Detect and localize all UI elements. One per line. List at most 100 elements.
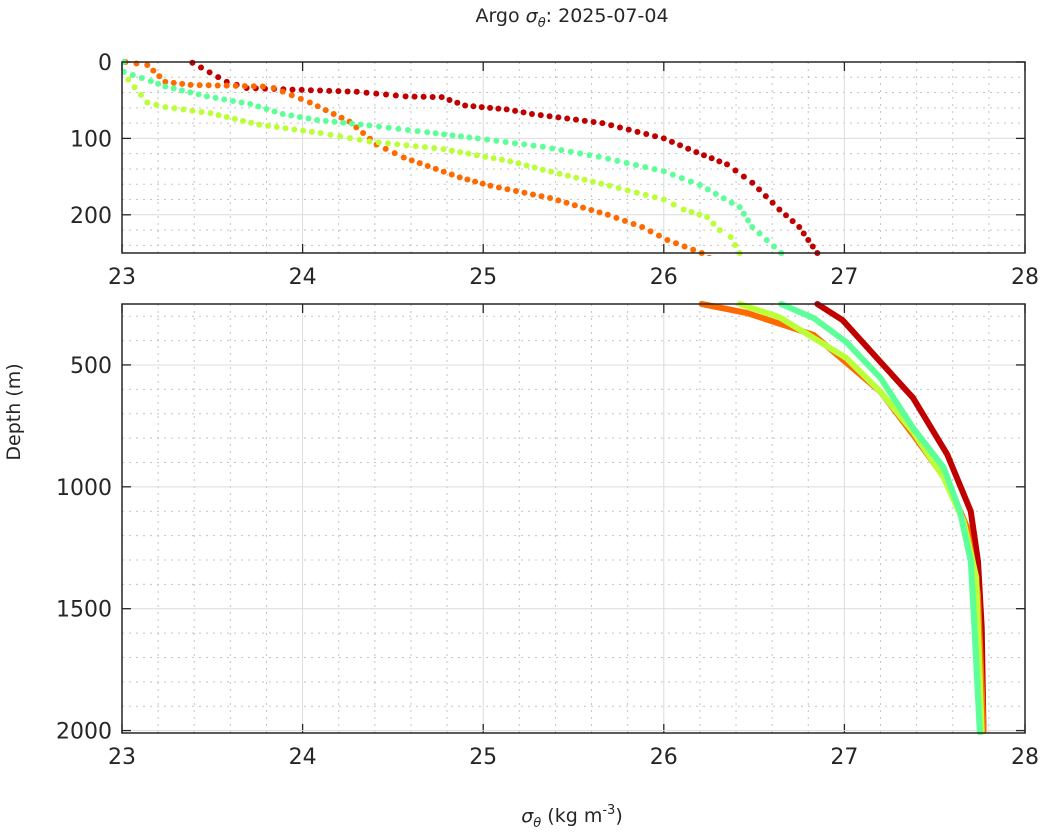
y-axis-label: Depth (m) — [3, 363, 25, 460]
profile-aquamarine-point — [441, 131, 448, 138]
profile-dark-red-point — [572, 116, 579, 123]
profile-aquamarine-point — [805, 287, 811, 293]
profile-dark-red-point — [762, 193, 769, 200]
profile-yellow-green-point — [308, 128, 315, 135]
series-group — [122, 59, 821, 293]
y-tick-label: 1500 — [56, 598, 112, 623]
profile-aquamarine-point — [712, 190, 719, 197]
profile-yellow-green-point — [732, 241, 739, 248]
profile-yellow-green-point — [743, 257, 749, 263]
profile-dark-red-point — [373, 90, 380, 97]
profile-yellow-green-point — [482, 153, 489, 160]
profile-aquamarine-point — [366, 122, 373, 129]
profile-orange-point — [672, 240, 679, 247]
profile-yellow-green-point — [375, 139, 382, 146]
x-tick-label: 24 — [289, 745, 317, 770]
profile-dark-red-point — [189, 59, 196, 66]
profile-yellow-green-point — [660, 196, 667, 203]
profile-orange-point — [714, 259, 720, 265]
x-tick-label: 28 — [1011, 745, 1039, 770]
profile-orange-point — [360, 130, 367, 137]
profile-orange-point — [297, 95, 304, 102]
profile-aquamarine-point — [770, 243, 777, 250]
profile-dark-red-point — [198, 64, 205, 71]
profile-aquamarine-point — [263, 105, 270, 112]
profile-orange-point — [400, 154, 407, 161]
profile-yellow-green-point — [670, 201, 677, 208]
profile-orange-point — [205, 82, 212, 89]
profile-aquamarine-point — [745, 217, 752, 224]
profile-orange-point — [512, 188, 519, 195]
profile-orange-point — [487, 182, 494, 189]
profile-yellow-green-point — [215, 112, 222, 119]
profile-aquamarine-point — [740, 210, 747, 217]
profile-aquamarine-point — [549, 145, 556, 152]
profile-aquamarine-point — [749, 224, 756, 231]
profile-dark-red-point — [420, 93, 427, 100]
profile-yellow-green-point — [256, 121, 263, 128]
profile-orange-point — [588, 206, 595, 213]
profile-aquamarine-point — [296, 114, 303, 121]
profile-orange-point — [288, 92, 295, 99]
profile-orange-point — [144, 62, 151, 69]
profile-yellow-green-point — [615, 185, 622, 192]
profile-orange-point — [555, 197, 562, 204]
profile-yellow-green-point — [548, 168, 555, 175]
profile-aquamarine-point — [314, 117, 321, 124]
profile-dark-red-point — [724, 161, 731, 168]
profile-dark-red-point — [769, 199, 776, 206]
profile-yellow-green-point — [531, 164, 538, 171]
profile-aquamarine-point — [577, 150, 584, 157]
profile-dark-red-point — [581, 117, 588, 124]
profile-orange-point — [432, 165, 439, 172]
series-group — [698, 301, 987, 735]
profile-dark-red-point — [454, 99, 461, 106]
profile-yellow-green-point — [231, 115, 238, 122]
profile-aquamarine-point — [288, 112, 295, 119]
profile-dark-red-point — [708, 155, 715, 162]
profile-orange-point — [690, 246, 697, 253]
profile-yellow-green-point — [421, 144, 428, 151]
profile-yellow-green-point — [507, 158, 514, 165]
profile-dark-red-point — [392, 92, 399, 99]
profile-aquamarine-point — [340, 119, 347, 126]
profile-yellow-green-point — [403, 142, 410, 149]
profile-yellow-green-point — [490, 155, 497, 162]
profile-yellow-green-point — [750, 264, 756, 270]
profile-aquamarine-point — [322, 117, 329, 124]
profile-aquamarine-point — [357, 121, 364, 128]
profile-orange-point — [322, 107, 329, 114]
profile-orange-point — [655, 232, 662, 239]
profile-yellow-green-point — [757, 271, 763, 277]
profile-dark-red-point — [503, 106, 510, 113]
profile-dark-red-point — [289, 86, 296, 93]
profile-dark-red-point — [668, 138, 675, 145]
profile-orange-point — [664, 237, 671, 244]
profile-dark-red-point — [634, 128, 641, 135]
profile-orange-point — [736, 274, 742, 280]
profile-orange-point — [223, 82, 230, 89]
profile-yellow-green-point — [207, 110, 214, 117]
profile-aquamarine-point — [122, 68, 127, 75]
profile-orange-point — [729, 269, 735, 275]
profile-orange-point — [621, 217, 628, 224]
profile-yellow-green-point — [198, 108, 205, 115]
profile-yellow-green-point — [473, 152, 480, 159]
profile-yellow-green-point — [131, 84, 138, 91]
profile-orange-point — [630, 220, 637, 227]
profile-dark-red-point — [716, 158, 723, 165]
profile-yellow-green-point — [431, 145, 438, 152]
profile-yellow-green-point — [440, 146, 447, 153]
profile-dark-red-point — [660, 135, 667, 142]
profile-dark-red-point — [800, 230, 807, 237]
profile-orange-point — [330, 110, 337, 117]
profile-yellow-green-point — [125, 76, 132, 83]
profile-orange-point — [162, 78, 169, 85]
profile-orange-point — [495, 184, 502, 191]
profile-yellow-green-point — [448, 147, 455, 154]
profile-yellow-green-point — [573, 174, 580, 181]
profile-aquamarine-point — [660, 168, 667, 175]
profile-aquamarine-point — [449, 132, 456, 139]
profile-aquamarine-point — [424, 129, 431, 136]
profile-aquamarine-point — [170, 85, 177, 92]
